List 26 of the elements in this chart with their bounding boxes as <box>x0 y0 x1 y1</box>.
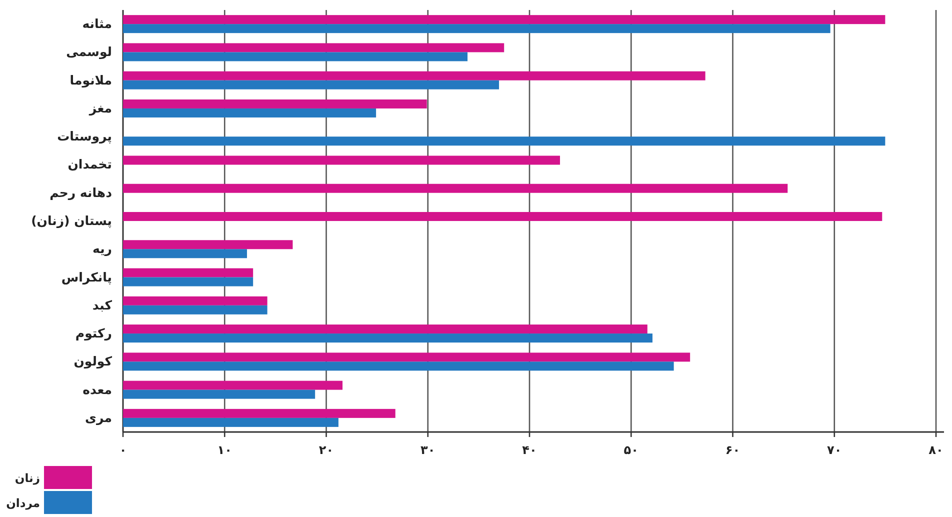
x-tick-label: ۷۰ <box>827 443 842 457</box>
y-tick-label: پروستات <box>57 128 112 145</box>
y-tick-label: کولون <box>74 354 113 370</box>
x-tick-label: ۴۰ <box>522 443 537 457</box>
x-tick-label: ۸۰ <box>928 443 944 457</box>
y-tick-label: معده <box>82 382 112 397</box>
y-tick-label: مغز <box>88 100 112 116</box>
legend-label: مردان <box>6 496 40 510</box>
y-tick-label: تخمدان <box>68 156 112 172</box>
y-tick-label: کبد <box>92 297 113 312</box>
y-tick-label: پانکراس <box>61 269 112 286</box>
y-tick-label: رکتوم <box>75 326 112 342</box>
y-tick-label: مری <box>85 410 112 426</box>
y-tick-label: ریه <box>92 241 112 258</box>
legend-label: زنان <box>14 471 40 485</box>
x-tick-label: ۳۰ <box>420 443 436 457</box>
x-tick-label: ۵۰ <box>624 443 638 457</box>
y-tick-label: ملانوما <box>70 72 112 88</box>
y-tick-label: لوسمی <box>66 44 112 60</box>
y-tick-label: مثانه <box>82 16 112 32</box>
x-tick-label: ۱۰ <box>217 443 232 457</box>
x-tick-label: ۰ <box>119 443 127 457</box>
x-tick-label: ۶۰ <box>725 443 740 457</box>
x-tick-label: ۲۰ <box>318 443 334 457</box>
y-tick-label: پستان (زنان) <box>31 213 112 229</box>
y-tick-label: دهانه رحم <box>50 184 112 201</box>
